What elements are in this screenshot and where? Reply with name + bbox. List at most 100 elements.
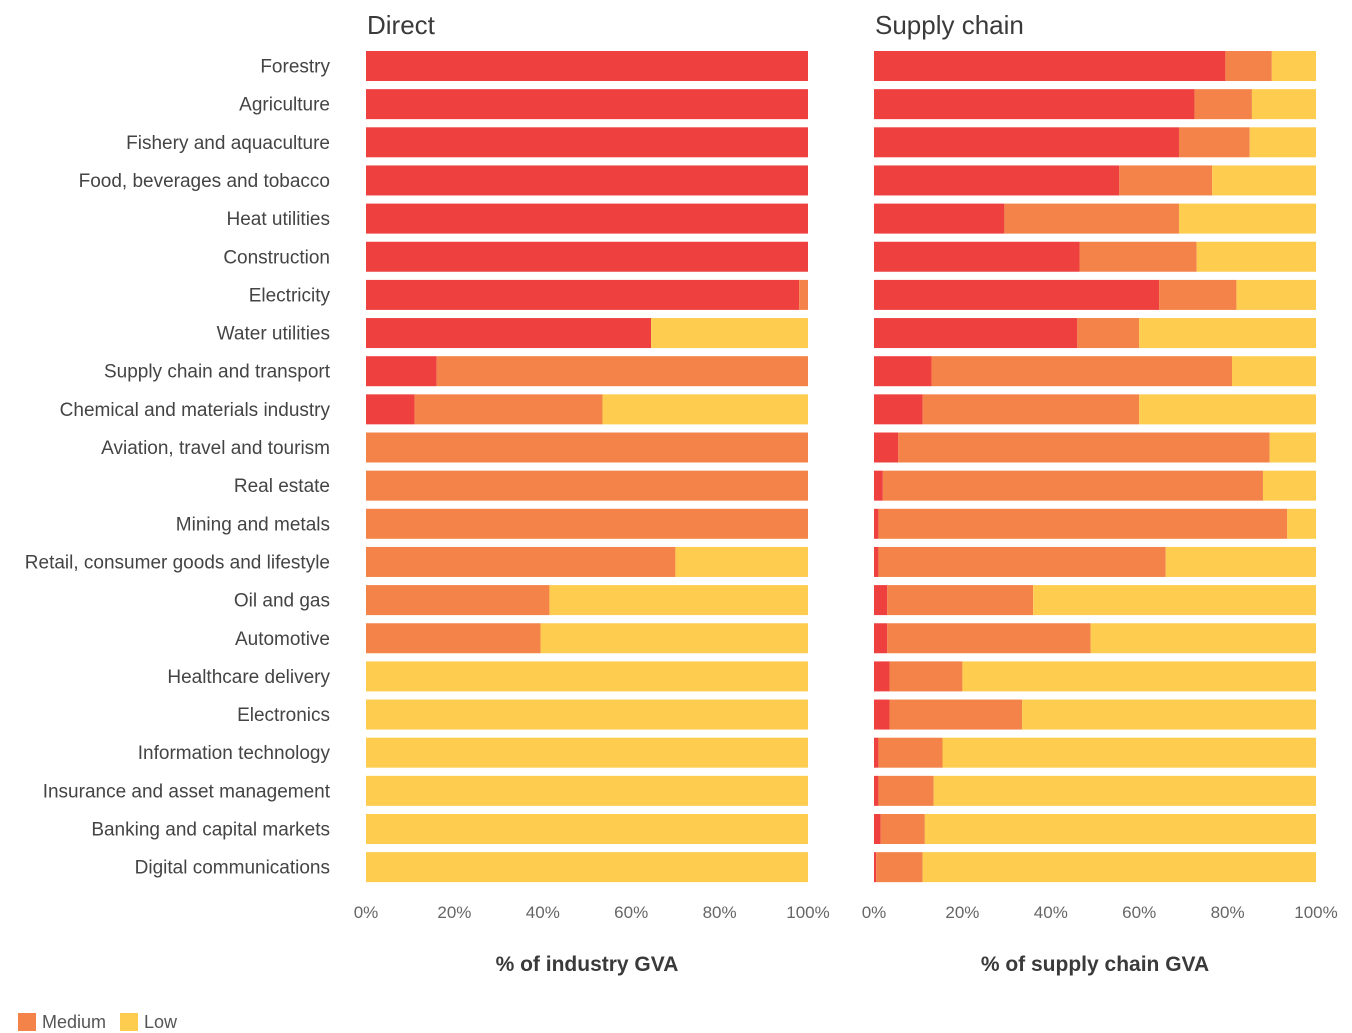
category-label-oil-and-gas: Oil and gas — [234, 591, 330, 612]
x-tick-supply-chain-0: 0% — [862, 903, 887, 922]
bar-direct-chemical-and-materials-industry-medium — [414, 394, 603, 425]
bar-supply-chain-aviation-travel-and-tourism-low — [1269, 432, 1316, 463]
panel-title-direct: Direct — [367, 10, 436, 40]
bar-supply-chain-forestry-high — [874, 51, 1226, 81]
legend-swatch-medium — [18, 1013, 36, 1031]
x-axis-label-supply-chain: % of supply chain GVA — [981, 953, 1209, 976]
bar-supply-chain-digital-communications-low — [922, 852, 1316, 883]
panel-title-supply-chain: Supply chain — [875, 10, 1024, 40]
bar-direct-retail-consumer-goods-and-lifestyle-medium — [366, 546, 676, 577]
category-label-aviation-travel-and-tourism: Aviation, travel and tourism — [101, 438, 330, 459]
bar-supply-chain-insurance-and-asset-management-low — [933, 775, 1316, 806]
bar-direct-healthcare-delivery-low — [366, 661, 808, 692]
category-label-electricity: Electricity — [249, 285, 331, 306]
category-label-electronics: Electronics — [237, 705, 330, 726]
category-label-mining-and-metals: Mining and metals — [176, 514, 330, 535]
x-tick-direct-1: 20% — [437, 903, 471, 922]
bar-supply-chain-electronics-low — [1022, 699, 1316, 730]
legend-label-low: Low — [144, 1011, 178, 1032]
bar-supply-chain-heat-utilities-low — [1178, 203, 1316, 234]
bar-direct-digital-communications-low — [366, 852, 808, 883]
bar-supply-chain-automotive-medium — [887, 623, 1091, 654]
category-label-food-beverages-and-tobacco: Food, beverages and tobacco — [79, 171, 330, 192]
bar-direct-agriculture-high — [366, 89, 808, 120]
bar-supply-chain-information-technology-high — [874, 737, 879, 768]
bar-supply-chain-healthcare-delivery-medium — [889, 661, 963, 692]
bar-supply-chain-mining-and-metals-high — [874, 508, 879, 539]
bar-direct-electronics-low — [366, 699, 808, 730]
bar-supply-chain-forestry-low — [1271, 51, 1316, 81]
x-tick-supply-chain-3: 60% — [1122, 903, 1156, 922]
bar-supply-chain-aviation-travel-and-tourism-medium — [898, 432, 1270, 463]
bar-direct-water-utilities-high — [366, 318, 652, 349]
category-label-insurance-and-asset-management: Insurance and asset management — [43, 781, 331, 802]
bar-direct-automotive-low — [540, 623, 808, 654]
legend-label-medium: Medium — [42, 1011, 107, 1032]
legend-item-low: Low — [120, 1012, 177, 1033]
x-tick-direct-2: 40% — [526, 903, 560, 922]
category-label-chemical-and-materials-industry: Chemical and materials industry — [60, 400, 331, 421]
bar-supply-chain-fishery-and-aquaculture-low — [1249, 127, 1316, 158]
bar-supply-chain-chemical-and-materials-industry-low — [1139, 394, 1316, 425]
bar-supply-chain-food-beverages-and-tobacco-medium — [1119, 165, 1213, 196]
category-label-banking-and-capital-markets: Banking and capital markets — [91, 820, 330, 841]
legend: Medium Low — [18, 1012, 177, 1032]
x-tick-supply-chain-1: 20% — [945, 903, 979, 922]
category-label-fishery-and-aquaculture: Fishery and aquaculture — [126, 133, 330, 154]
bar-direct-electricity-high — [366, 279, 800, 310]
bar-supply-chain-oil-and-gas-low — [1033, 585, 1316, 616]
bar-supply-chain-chemical-and-materials-industry-high — [874, 394, 923, 425]
bar-direct-oil-and-gas-medium — [366, 585, 550, 616]
bar-direct-food-beverages-and-tobacco-high — [366, 165, 808, 196]
category-label-real-estate: Real estate — [234, 476, 330, 497]
x-axis-label-direct: % of industry GVA — [496, 953, 679, 976]
x-tick-direct-4: 80% — [703, 903, 737, 922]
bar-supply-chain-chemical-and-materials-industry-medium — [922, 394, 1140, 425]
bar-supply-chain-information-technology-medium — [878, 737, 943, 768]
bar-supply-chain-electronics-high — [874, 699, 890, 730]
bar-direct-heat-utilities-high — [366, 203, 808, 234]
bar-direct-information-technology-low — [366, 737, 808, 768]
bar-supply-chain-construction-medium — [1079, 241, 1197, 272]
x-tick-direct-3: 60% — [614, 903, 648, 922]
bar-supply-chain-banking-and-capital-markets-high — [874, 814, 881, 844]
bar-supply-chain-information-technology-low — [942, 737, 1316, 768]
bar-supply-chain-automotive-high — [874, 623, 888, 654]
x-tick-direct-5: 100% — [786, 903, 829, 922]
bar-supply-chain-real-estate-high — [874, 470, 883, 501]
bar-supply-chain-water-utilities-medium — [1077, 318, 1140, 349]
bar-direct-supply-chain-and-transport-medium — [436, 356, 808, 387]
bar-direct-chemical-and-materials-industry-high — [366, 394, 415, 425]
bar-supply-chain-food-beverages-and-tobacco-low — [1212, 165, 1316, 196]
bar-supply-chain-heat-utilities-high — [874, 203, 1005, 234]
category-label-agriculture: Agriculture — [239, 95, 330, 116]
bar-supply-chain-agriculture-medium — [1194, 89, 1252, 120]
x-tick-supply-chain-5: 100% — [1294, 903, 1337, 922]
bar-supply-chain-construction-high — [874, 241, 1080, 272]
x-tick-supply-chain-2: 40% — [1034, 903, 1068, 922]
bar-direct-insurance-and-asset-management-low — [366, 775, 808, 806]
bar-supply-chain-retail-consumer-goods-and-lifestyle-low — [1165, 546, 1316, 577]
bar-supply-chain-oil-and-gas-high — [874, 585, 888, 616]
x-tick-supply-chain-4: 80% — [1211, 903, 1245, 922]
bar-direct-chemical-and-materials-industry-low — [602, 394, 808, 425]
bar-supply-chain-mining-and-metals-medium — [878, 508, 1288, 539]
category-label-healthcare-delivery: Healthcare delivery — [167, 667, 330, 688]
category-label-retail-consumer-goods-and-lifestyle: Retail, consumer goods and lifestyle — [25, 552, 330, 573]
bar-supply-chain-supply-chain-and-transport-low — [1232, 356, 1316, 387]
bar-direct-electricity-medium — [799, 279, 808, 310]
bar-supply-chain-agriculture-low — [1251, 89, 1316, 120]
bar-direct-automotive-medium — [366, 623, 541, 654]
bar-direct-mining-and-metals-medium — [366, 508, 808, 539]
bar-direct-banking-and-capital-markets-low — [366, 814, 808, 844]
bar-supply-chain-electricity-low — [1236, 279, 1316, 310]
bar-supply-chain-construction-low — [1196, 241, 1316, 272]
bar-supply-chain-retail-consumer-goods-and-lifestyle-high — [874, 546, 879, 577]
bar-direct-construction-high — [366, 241, 808, 272]
bar-direct-oil-and-gas-low — [549, 585, 808, 616]
legend-swatch-low — [120, 1013, 139, 1031]
bar-supply-chain-fishery-and-aquaculture-high — [874, 127, 1179, 158]
bar-supply-chain-heat-utilities-medium — [1004, 203, 1179, 234]
bar-direct-aviation-travel-and-tourism-medium — [366, 432, 808, 463]
